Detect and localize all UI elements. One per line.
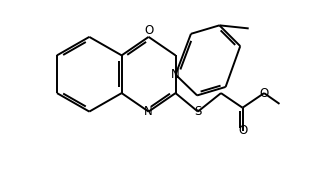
Text: N: N <box>144 105 153 118</box>
Text: O: O <box>260 87 269 100</box>
Text: S: S <box>194 105 202 118</box>
Text: N: N <box>171 68 180 81</box>
Text: O: O <box>144 24 153 37</box>
Text: O: O <box>238 124 247 137</box>
